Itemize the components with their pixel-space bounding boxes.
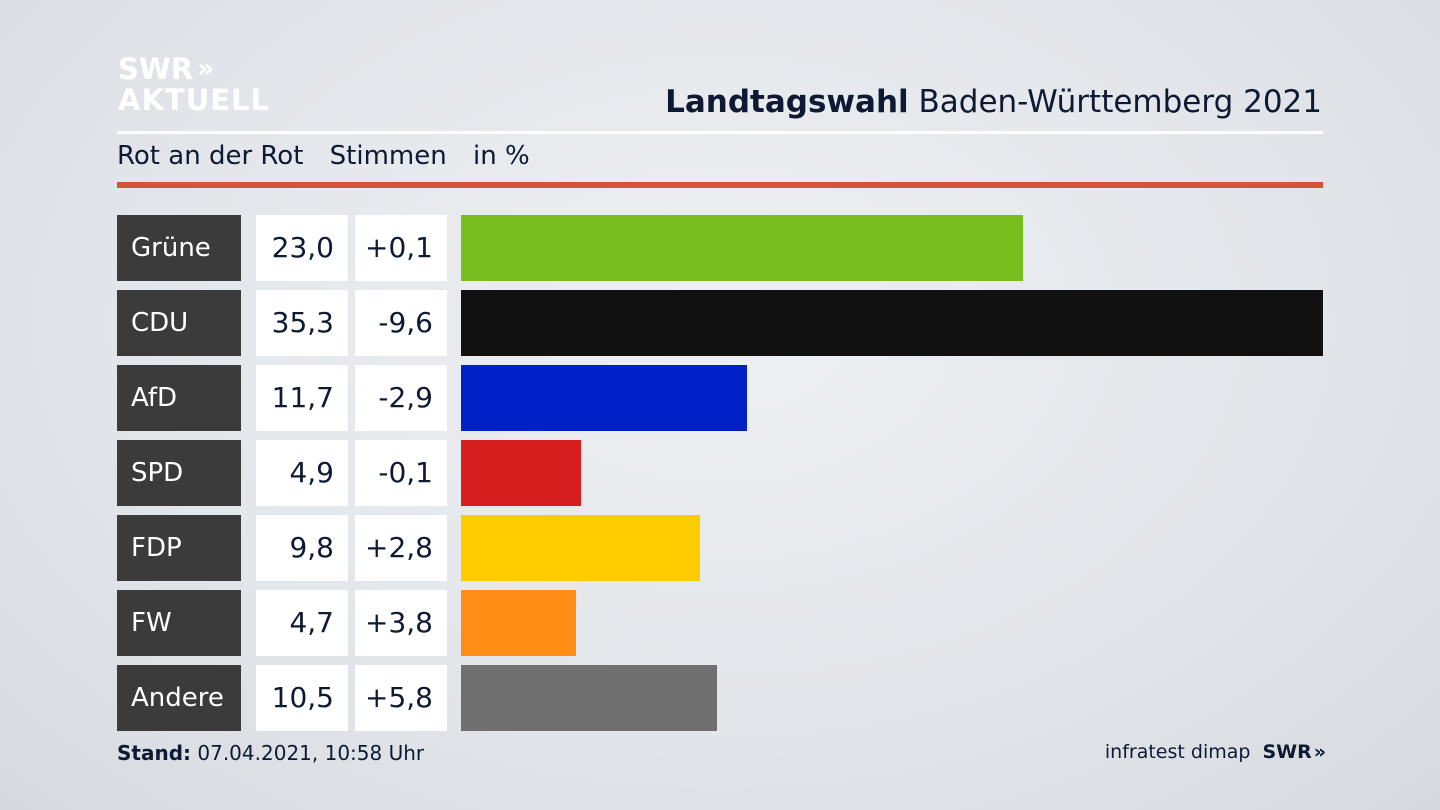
vote-share-value: 35,3 [256,290,348,356]
vote-change-value: -2,9 [355,365,447,431]
vote-share-value: 4,7 [256,590,348,656]
stand-label: Stand: [117,741,192,765]
bar [461,215,1023,281]
swr-brand: SWR [1262,741,1312,763]
chart-row: SPD 4,9 -0,1 [117,440,1323,506]
bar [461,590,576,656]
logo-aktuell-text: AKTUELL [118,83,271,117]
title-rest: Baden-Württemberg 2021 [918,84,1322,120]
logo-swr-text: SWR [118,52,194,86]
header-divider [117,131,1323,134]
bar [461,365,747,431]
subtitle-unit: in % [473,141,530,171]
vote-share-value: 23,0 [256,215,348,281]
party-label: Grüne [117,215,241,281]
vote-change-value: +0,1 [355,215,447,281]
vote-share-value: 10,5 [256,665,348,731]
party-label: AfD [117,365,241,431]
source-credit: infratest dimap SWR» [1104,741,1326,763]
vote-change-value: +3,8 [355,590,447,656]
chevron-double-right-icon: » [1313,741,1326,763]
vote-change-value: +2,8 [355,515,447,581]
party-label: CDU [117,290,241,356]
vote-change-value: -9,6 [355,290,447,356]
vote-change-value: -0,1 [355,440,447,506]
bar [461,440,581,506]
subtitle-metric: Stimmen [329,141,447,171]
chevron-double-right-icon: » [197,54,214,84]
chart-row: FW 4,7 +3,8 [117,590,1323,656]
vote-share-value: 11,7 [256,365,348,431]
timestamp: Stand: 07.04.2021, 10:58 Uhr [117,741,424,765]
vote-change-value: +5,8 [355,665,447,731]
party-label: SPD [117,440,241,506]
swr-aktuell-logo: SWR» AKTUELL [118,54,270,116]
chart-row: AfD 11,7 -2,9 [117,365,1323,431]
vote-share-value: 9,8 [256,515,348,581]
title-bold: Landtagswahl [665,84,909,120]
bar [461,665,717,731]
party-label: FW [117,590,241,656]
stand-value: 07.04.2021, 10:58 Uhr [197,741,425,765]
subtitle-district: Rot an der Rot [117,141,304,171]
party-label: Andere [117,665,241,731]
vote-share-value: 4,9 [256,440,348,506]
bar [461,515,700,581]
chart-row: CDU 35,3 -9,6 [117,290,1323,356]
chart-row: Andere 10,5 +5,8 [117,665,1323,731]
page-title: Landtagswahl Baden-Württemberg 2021 [665,84,1322,120]
chart-row: FDP 9,8 +2,8 [117,515,1323,581]
party-label: FDP [117,515,241,581]
bar [461,290,1323,356]
chart-subtitle: Rot an der Rot Stimmen in % [117,141,548,171]
chart-row: Grüne 23,0 +0,1 [117,215,1323,281]
accent-divider [117,182,1323,188]
source-text: infratest dimap [1104,741,1251,763]
